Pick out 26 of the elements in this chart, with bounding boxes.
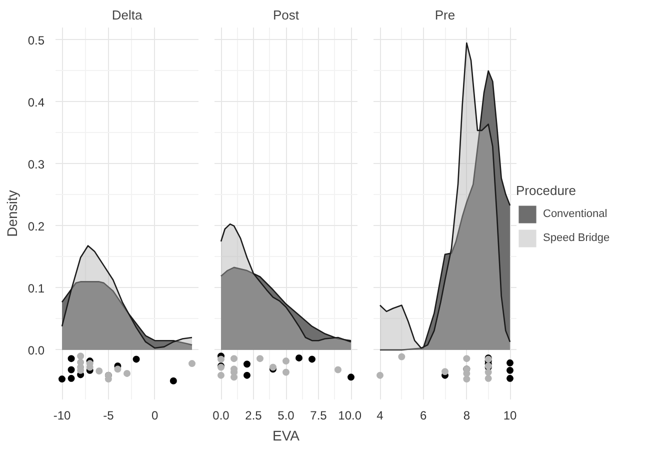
y-axis-title: Density	[4, 190, 20, 237]
x-tick-label: 10	[503, 408, 517, 422]
y-tick-label: 0.4	[28, 95, 45, 110]
legend-label: Speed Bridge	[543, 232, 610, 244]
x-tick-label: 2.5	[245, 408, 262, 422]
x-tick-label: -5	[103, 408, 114, 422]
x-tick-label: 4	[376, 408, 384, 422]
x-tick-label: 5.0	[278, 408, 295, 422]
x-tick-label: -10	[53, 408, 71, 422]
y-tick-label: 0.5	[28, 33, 45, 48]
x-tick-label: 7.5	[310, 408, 328, 422]
y-tick-label: 0.0	[28, 343, 45, 358]
x-tick-label: 6	[420, 408, 427, 422]
x-tick-label: 0	[152, 408, 159, 422]
chart-title: Delta	[112, 8, 143, 22]
x-tick-label: 10.0	[338, 408, 362, 422]
y-tick-label: 0.3	[28, 157, 45, 172]
x-tick-label: 8	[463, 408, 470, 422]
y-tick-label: 0.2	[28, 219, 45, 234]
legend-title: Procedure	[516, 183, 577, 198]
y-tick-label: 0.1	[28, 281, 45, 296]
chart-title: Post	[272, 8, 300, 22]
legend-label: Conventional	[543, 208, 608, 220]
x-axis-title: EVA	[272, 428, 300, 444]
chart-title: Pre	[434, 8, 456, 22]
x-tick-label: 0.0	[212, 408, 230, 422]
